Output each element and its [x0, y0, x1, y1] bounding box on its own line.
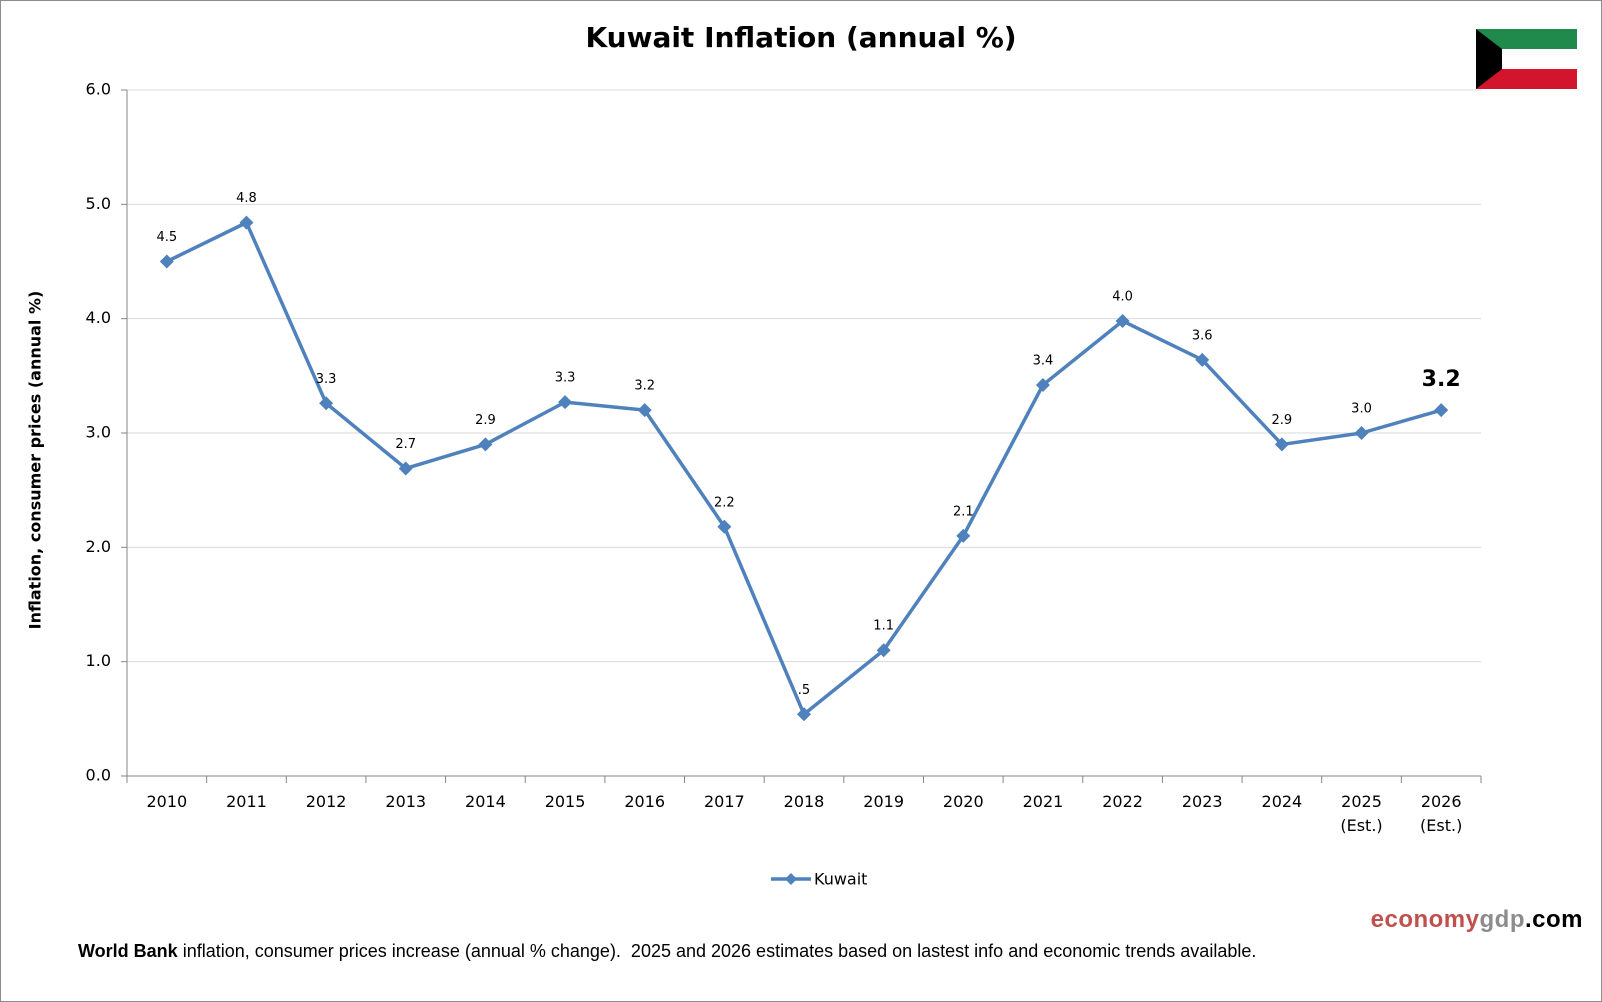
- data-label: .5: [798, 683, 810, 698]
- footnote-source: World Bank: [78, 941, 178, 961]
- data-label: 2.7: [395, 437, 416, 452]
- marker: [1354, 426, 1369, 440]
- x-tick-label: 2022: [1102, 792, 1143, 811]
- data-label: 1.1: [873, 619, 894, 634]
- x-tick-label: 2013: [385, 792, 427, 811]
- x-tick-label: 2017: [703, 792, 745, 811]
- marker: [478, 437, 493, 452]
- data-label: 3.3: [316, 372, 337, 387]
- x-tick-label: 2015: [544, 792, 586, 811]
- marker: [876, 643, 891, 658]
- y-tick-label: 4.0: [86, 308, 111, 327]
- x-tick-label: 2026 (Est.): [1420, 792, 1463, 835]
- footnote-text: inflation, consumer prices increase (ann…: [182, 941, 1257, 961]
- brand-part: gdp: [1479, 906, 1525, 933]
- footnote: World Bank inflation, consumer prices in…: [78, 941, 1256, 962]
- marker: [1115, 313, 1130, 328]
- marker: [956, 528, 971, 543]
- data-label: 3.2: [634, 379, 655, 394]
- marker: [1195, 352, 1210, 367]
- x-tick-label: 2021: [1022, 792, 1064, 811]
- data-label: 3.6: [1192, 328, 1213, 343]
- marker: [1274, 437, 1289, 452]
- y-tick-label: 0.0: [86, 766, 111, 785]
- data-label: 4.5: [156, 230, 177, 245]
- data-label: 2.9: [475, 413, 496, 428]
- marker: [717, 519, 732, 534]
- x-tick-label: 2016: [624, 792, 666, 811]
- chart-title: Kuwait Inflation (annual %): [585, 21, 1016, 54]
- series-line: [166, 220, 1442, 717]
- x-tick-label: 2025 (Est.): [1340, 792, 1383, 835]
- data-label: 2.2: [714, 495, 735, 510]
- brand-part: economy: [1370, 906, 1480, 933]
- y-tick-label: 6.0: [86, 80, 111, 99]
- flag: [1476, 29, 1577, 89]
- y-tick-label: 2.0: [86, 537, 111, 556]
- marker: [239, 215, 254, 230]
- data-label: 2.9: [1272, 413, 1293, 428]
- data-label: 4.8: [236, 191, 257, 206]
- y-tick-label: 3.0: [86, 423, 111, 442]
- x-tick-label: 2014: [465, 792, 506, 811]
- data-label: 3.0: [1351, 402, 1372, 417]
- marker: [159, 254, 174, 269]
- y-tick-label: 1.0: [86, 651, 111, 670]
- marker: [637, 403, 652, 418]
- brand-part: .com: [1524, 906, 1583, 933]
- marker: [1434, 403, 1449, 418]
- brand: economygdp.com: [1371, 906, 1583, 934]
- data-label: 3.3: [555, 371, 576, 386]
- x-tick-label: 2011: [226, 792, 267, 811]
- y-axis-title: Inflation, consumer prices (annual %): [26, 291, 45, 630]
- legend-marker: [785, 873, 797, 885]
- marker: [558, 395, 573, 410]
- x-tick-label: 2023: [1181, 792, 1223, 811]
- x-tick-label: 2019: [863, 792, 904, 811]
- legend-label: Kuwait: [814, 870, 867, 889]
- x-tick-label: 2012: [305, 792, 347, 811]
- data-label: 3.2: [1422, 367, 1461, 392]
- marker: [797, 707, 811, 722]
- data-label: 3.4: [1033, 353, 1054, 368]
- marker: [1035, 377, 1050, 392]
- marker: [319, 396, 334, 411]
- data-label: 2.1: [953, 504, 974, 519]
- marker: [398, 461, 413, 476]
- x-tick-label: 2020: [942, 792, 984, 811]
- y-tick-label: 5.0: [86, 194, 111, 213]
- data-label: 4.0: [1112, 289, 1133, 304]
- x-tick-label: 2018: [783, 792, 825, 811]
- x-tick-label: 2010: [146, 792, 188, 811]
- x-tick-label: 2024: [1261, 792, 1303, 811]
